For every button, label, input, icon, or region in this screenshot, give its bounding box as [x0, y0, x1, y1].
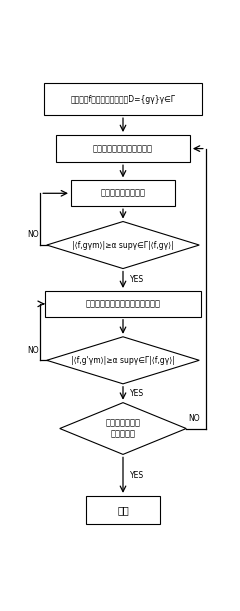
Text: NO: NO — [28, 346, 39, 354]
FancyBboxPatch shape — [44, 83, 202, 115]
Text: YES: YES — [131, 275, 144, 284]
Polygon shape — [60, 403, 186, 455]
Text: NO: NO — [28, 230, 39, 240]
FancyBboxPatch shape — [86, 496, 160, 524]
FancyBboxPatch shape — [45, 291, 201, 316]
FancyBboxPatch shape — [56, 135, 190, 163]
Text: NO: NO — [188, 414, 200, 423]
Text: 选择最佳匹配了字典中的一个原子: 选择最佳匹配了字典中的一个原子 — [85, 299, 161, 309]
Text: YES: YES — [131, 470, 144, 480]
Text: 对过完备字典进行集合划分: 对过完备字典进行集合划分 — [93, 144, 153, 153]
Polygon shape — [47, 222, 199, 269]
Polygon shape — [47, 337, 199, 384]
Text: |⟨f,g'γm⟩|≥α supγ∈Γ|⟨f,gγ⟩|: |⟨f,g'γm⟩|≥α supγ∈Γ|⟨f,gγ⟩| — [71, 356, 175, 365]
FancyBboxPatch shape — [71, 180, 175, 207]
Text: YES: YES — [131, 389, 144, 398]
Text: 输入信号f，建立过完备字典D={gγ}γ∈Γ: 输入信号f，建立过完备字典D={gγ}γ∈Γ — [71, 95, 175, 104]
Text: 信号残差是否达
到设定标准: 信号残差是否达 到设定标准 — [106, 419, 140, 438]
Text: |⟨f,gγm⟩|≥α supγ∈Γ|⟨f,gγ⟩|: |⟨f,gγm⟩|≥α supγ∈Γ|⟨f,gγ⟩| — [72, 241, 174, 249]
Text: 选择一个等价子字典: 选择一个等价子字典 — [101, 189, 145, 198]
Text: 结束: 结束 — [117, 505, 129, 515]
